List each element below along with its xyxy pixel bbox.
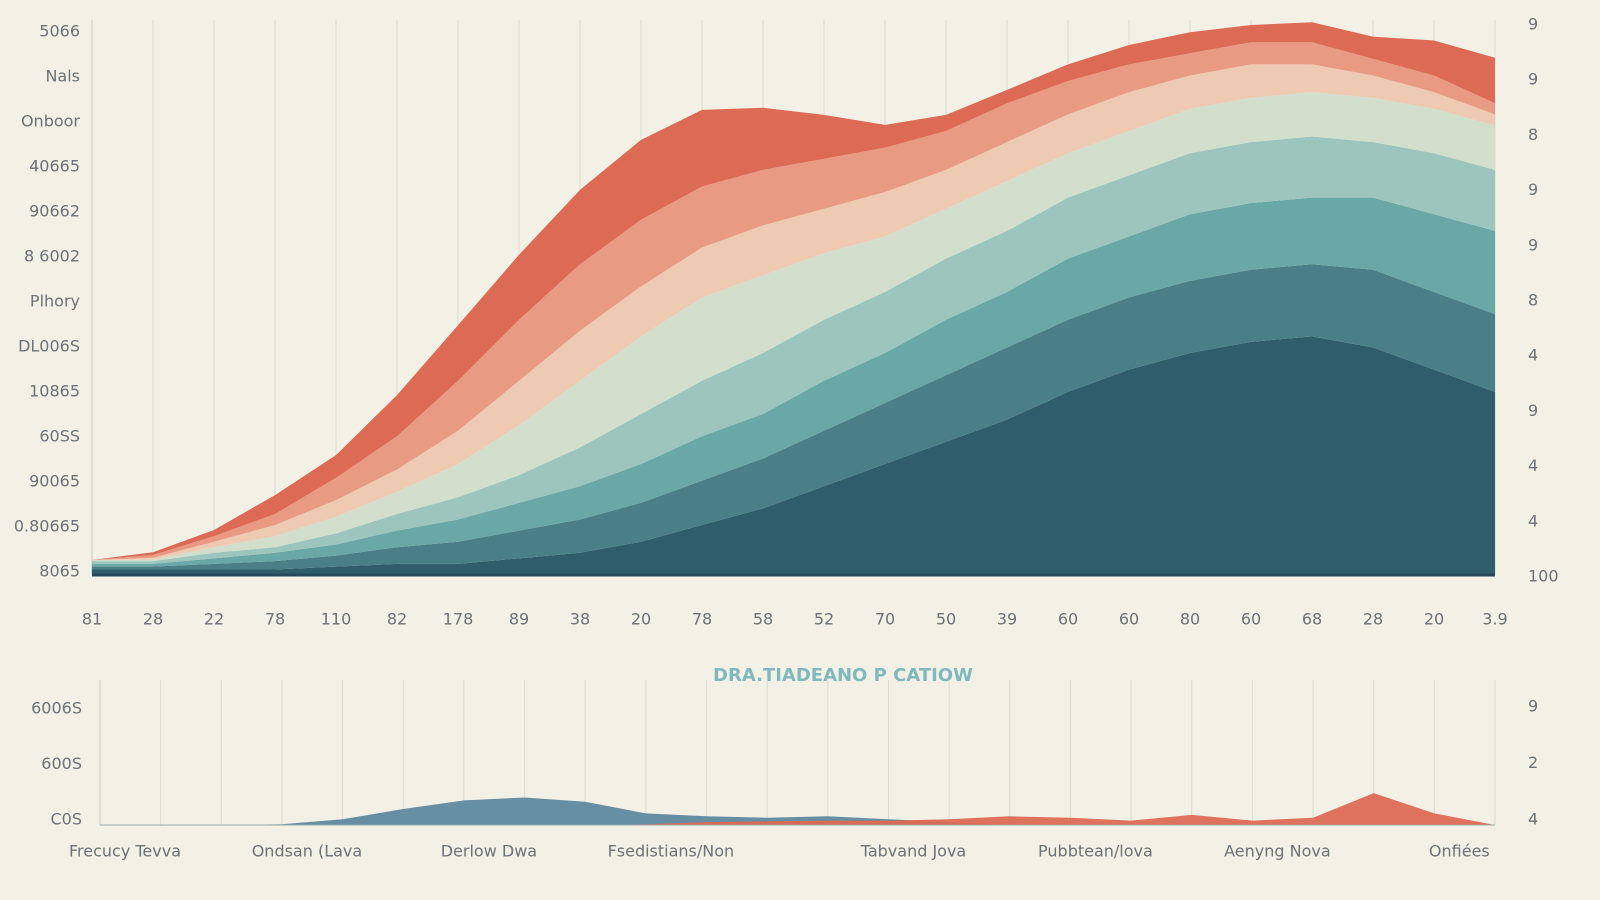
- x-tick-label: 52: [814, 610, 834, 629]
- left-axis-label: 40665: [29, 157, 80, 176]
- x-tick-label: 22: [204, 610, 224, 629]
- x-tick-label: 110: [321, 610, 352, 629]
- x-tick-label: 50: [936, 610, 956, 629]
- area: [92, 197, 1495, 567]
- left-axis-label: C0S: [50, 810, 82, 829]
- right-axis-label: 9: [1528, 70, 1538, 89]
- x-tick-label: 89: [509, 610, 529, 629]
- right-axis-label: 8: [1528, 125, 1538, 144]
- x-tick-label: 82: [387, 610, 407, 629]
- right-axis-label: 9: [1528, 697, 1538, 716]
- x-tick-label: 81: [82, 610, 102, 629]
- right-axis-label: 4: [1528, 810, 1538, 829]
- right-axis-label: 9: [1528, 180, 1538, 199]
- right-axis-label: 9: [1528, 401, 1538, 420]
- left-axis-label: Onboor: [21, 112, 80, 131]
- area: [92, 336, 1495, 575]
- area: [92, 42, 1495, 561]
- x-tick-label: 3.9: [1482, 610, 1507, 629]
- left-axis-label: 10865: [29, 382, 80, 401]
- x-tick-label: 28: [143, 610, 163, 629]
- x-tick-label: Onfiées: [1429, 842, 1490, 861]
- left-axis-label: Nals: [45, 67, 80, 86]
- x-tick-label: 60: [1241, 610, 1261, 629]
- right-axis-label: 9: [1528, 15, 1538, 34]
- x-tick-label: 39: [997, 610, 1017, 629]
- x-tick-label: 38: [570, 610, 590, 629]
- left-axis-label: 600S: [41, 754, 82, 773]
- x-tick-label: 20: [1424, 610, 1444, 629]
- left-axis-label: 60SS: [39, 427, 80, 446]
- x-tick-label: 178: [443, 610, 474, 629]
- right-axis-label: 8: [1528, 291, 1538, 310]
- x-tick-label: 78: [265, 610, 285, 629]
- left-axis-label: 90065: [29, 472, 80, 491]
- left-axis-label: 90662: [29, 202, 80, 221]
- left-axis-label: 6006S: [31, 699, 82, 718]
- left-axis-label: 8 6002: [24, 247, 80, 266]
- x-tick-label: Frecucy Tevva: [69, 842, 181, 861]
- left-axis-label: 5066: [39, 22, 80, 41]
- x-tick-label: Tabvand Jova: [860, 842, 967, 861]
- x-tick-label: Fsedistians/Non: [608, 842, 735, 861]
- area: [92, 22, 1495, 561]
- left-axis-label: Plhory: [30, 292, 80, 311]
- right-axis-label: 4: [1528, 511, 1538, 530]
- x-tick-label: 70: [875, 610, 895, 629]
- right-axis-label: 100: [1528, 567, 1559, 586]
- chart-title: DRA.TIADEANO P CATIOW: [713, 665, 973, 686]
- x-tick-label: Aenyng Nova: [1224, 842, 1331, 861]
- area: [92, 136, 1495, 564]
- x-tick-label: 58: [753, 610, 773, 629]
- x-tick-label: 60: [1058, 610, 1078, 629]
- x-tick-label: 78: [692, 610, 712, 629]
- left-axis-label: DL006S: [18, 337, 80, 356]
- x-tick-label: 20: [631, 610, 651, 629]
- x-tick-label: 80: [1180, 610, 1200, 629]
- left-axis-label: 8065: [39, 562, 80, 581]
- right-axis-label: 4: [1528, 346, 1538, 365]
- x-tick-label: 28: [1363, 610, 1383, 629]
- x-tick-label: 68: [1302, 610, 1322, 629]
- right-axis-label: 2: [1528, 753, 1538, 772]
- right-axis-label: 9: [1528, 235, 1538, 254]
- x-tick-label: 60: [1119, 610, 1139, 629]
- x-tick-label: Pubbtean/lova: [1038, 842, 1153, 861]
- area: [92, 92, 1495, 562]
- area: [92, 264, 1495, 570]
- left-axis-label: 0.80665: [14, 517, 80, 536]
- area: [100, 797, 1495, 825]
- area: [100, 793, 1495, 825]
- right-axis-label: 4: [1528, 456, 1538, 475]
- x-tick-label: Derlow Dwa: [441, 842, 537, 861]
- x-tick-label: Ondsan (Lava: [252, 842, 363, 861]
